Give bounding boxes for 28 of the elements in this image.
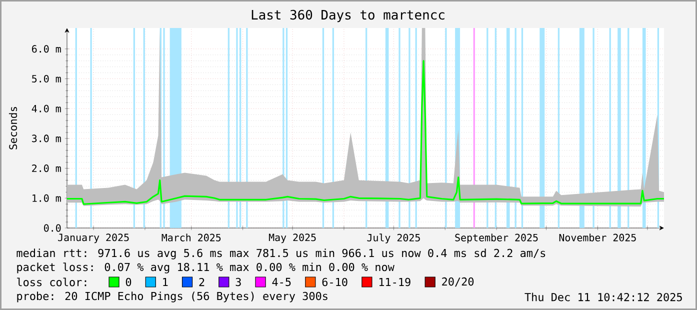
y-tick-label: 3.0 m (32, 134, 61, 142)
legend-title: loss color: (17, 278, 86, 286)
chart-title: Last 360 Days to martencc (252, 10, 444, 22)
x-tick-label: November 2025 (559, 234, 636, 242)
y-axis-title: Seconds (8, 107, 18, 150)
legend-label: 6-10 (322, 278, 348, 286)
y-tick-label: 5.0 m (32, 74, 61, 83)
y-tick-label: 0.0 (44, 224, 61, 232)
x-tick-label: September 2025 (455, 234, 538, 244)
x-tick-label: January 2025 (58, 234, 129, 244)
x-tick-label: July 2025 (367, 234, 420, 244)
x-tick-label: March 2025 (162, 234, 221, 242)
legend-label: 11-19 (379, 278, 410, 286)
text: median rtt: 971.6 us avg 5.6 ms max 781.5 us min 966.1 us now 0.4 ms sd 2.2 am/s (16, 248, 546, 260)
y-tick-label: 6.0 m (32, 45, 61, 53)
legend-label: 20/20 (442, 277, 474, 287)
y-tick-label: 1.0 m (32, 194, 61, 202)
legend-label: 3 (236, 278, 241, 286)
text: Thu Dec 11 10:42:12 2025 (524, 292, 682, 302)
x-tick-label: May 2025 (268, 234, 316, 244)
legend-label: 2 (199, 278, 204, 286)
y-tick-label: 2.0 m (32, 164, 61, 172)
legend-label: 1 (163, 278, 168, 286)
text: probe: 20 ICMP Echo Pings (56 Bytes) every 300s (17, 292, 328, 302)
legend-label: 4-5 (272, 278, 291, 286)
y-tick-label: 4.0 m (32, 104, 61, 112)
legend-label: 0 (126, 278, 132, 286)
text: packet loss: 0.07 % avg 18.11 % max 0.00 % min 0.00 % now (17, 262, 394, 274)
